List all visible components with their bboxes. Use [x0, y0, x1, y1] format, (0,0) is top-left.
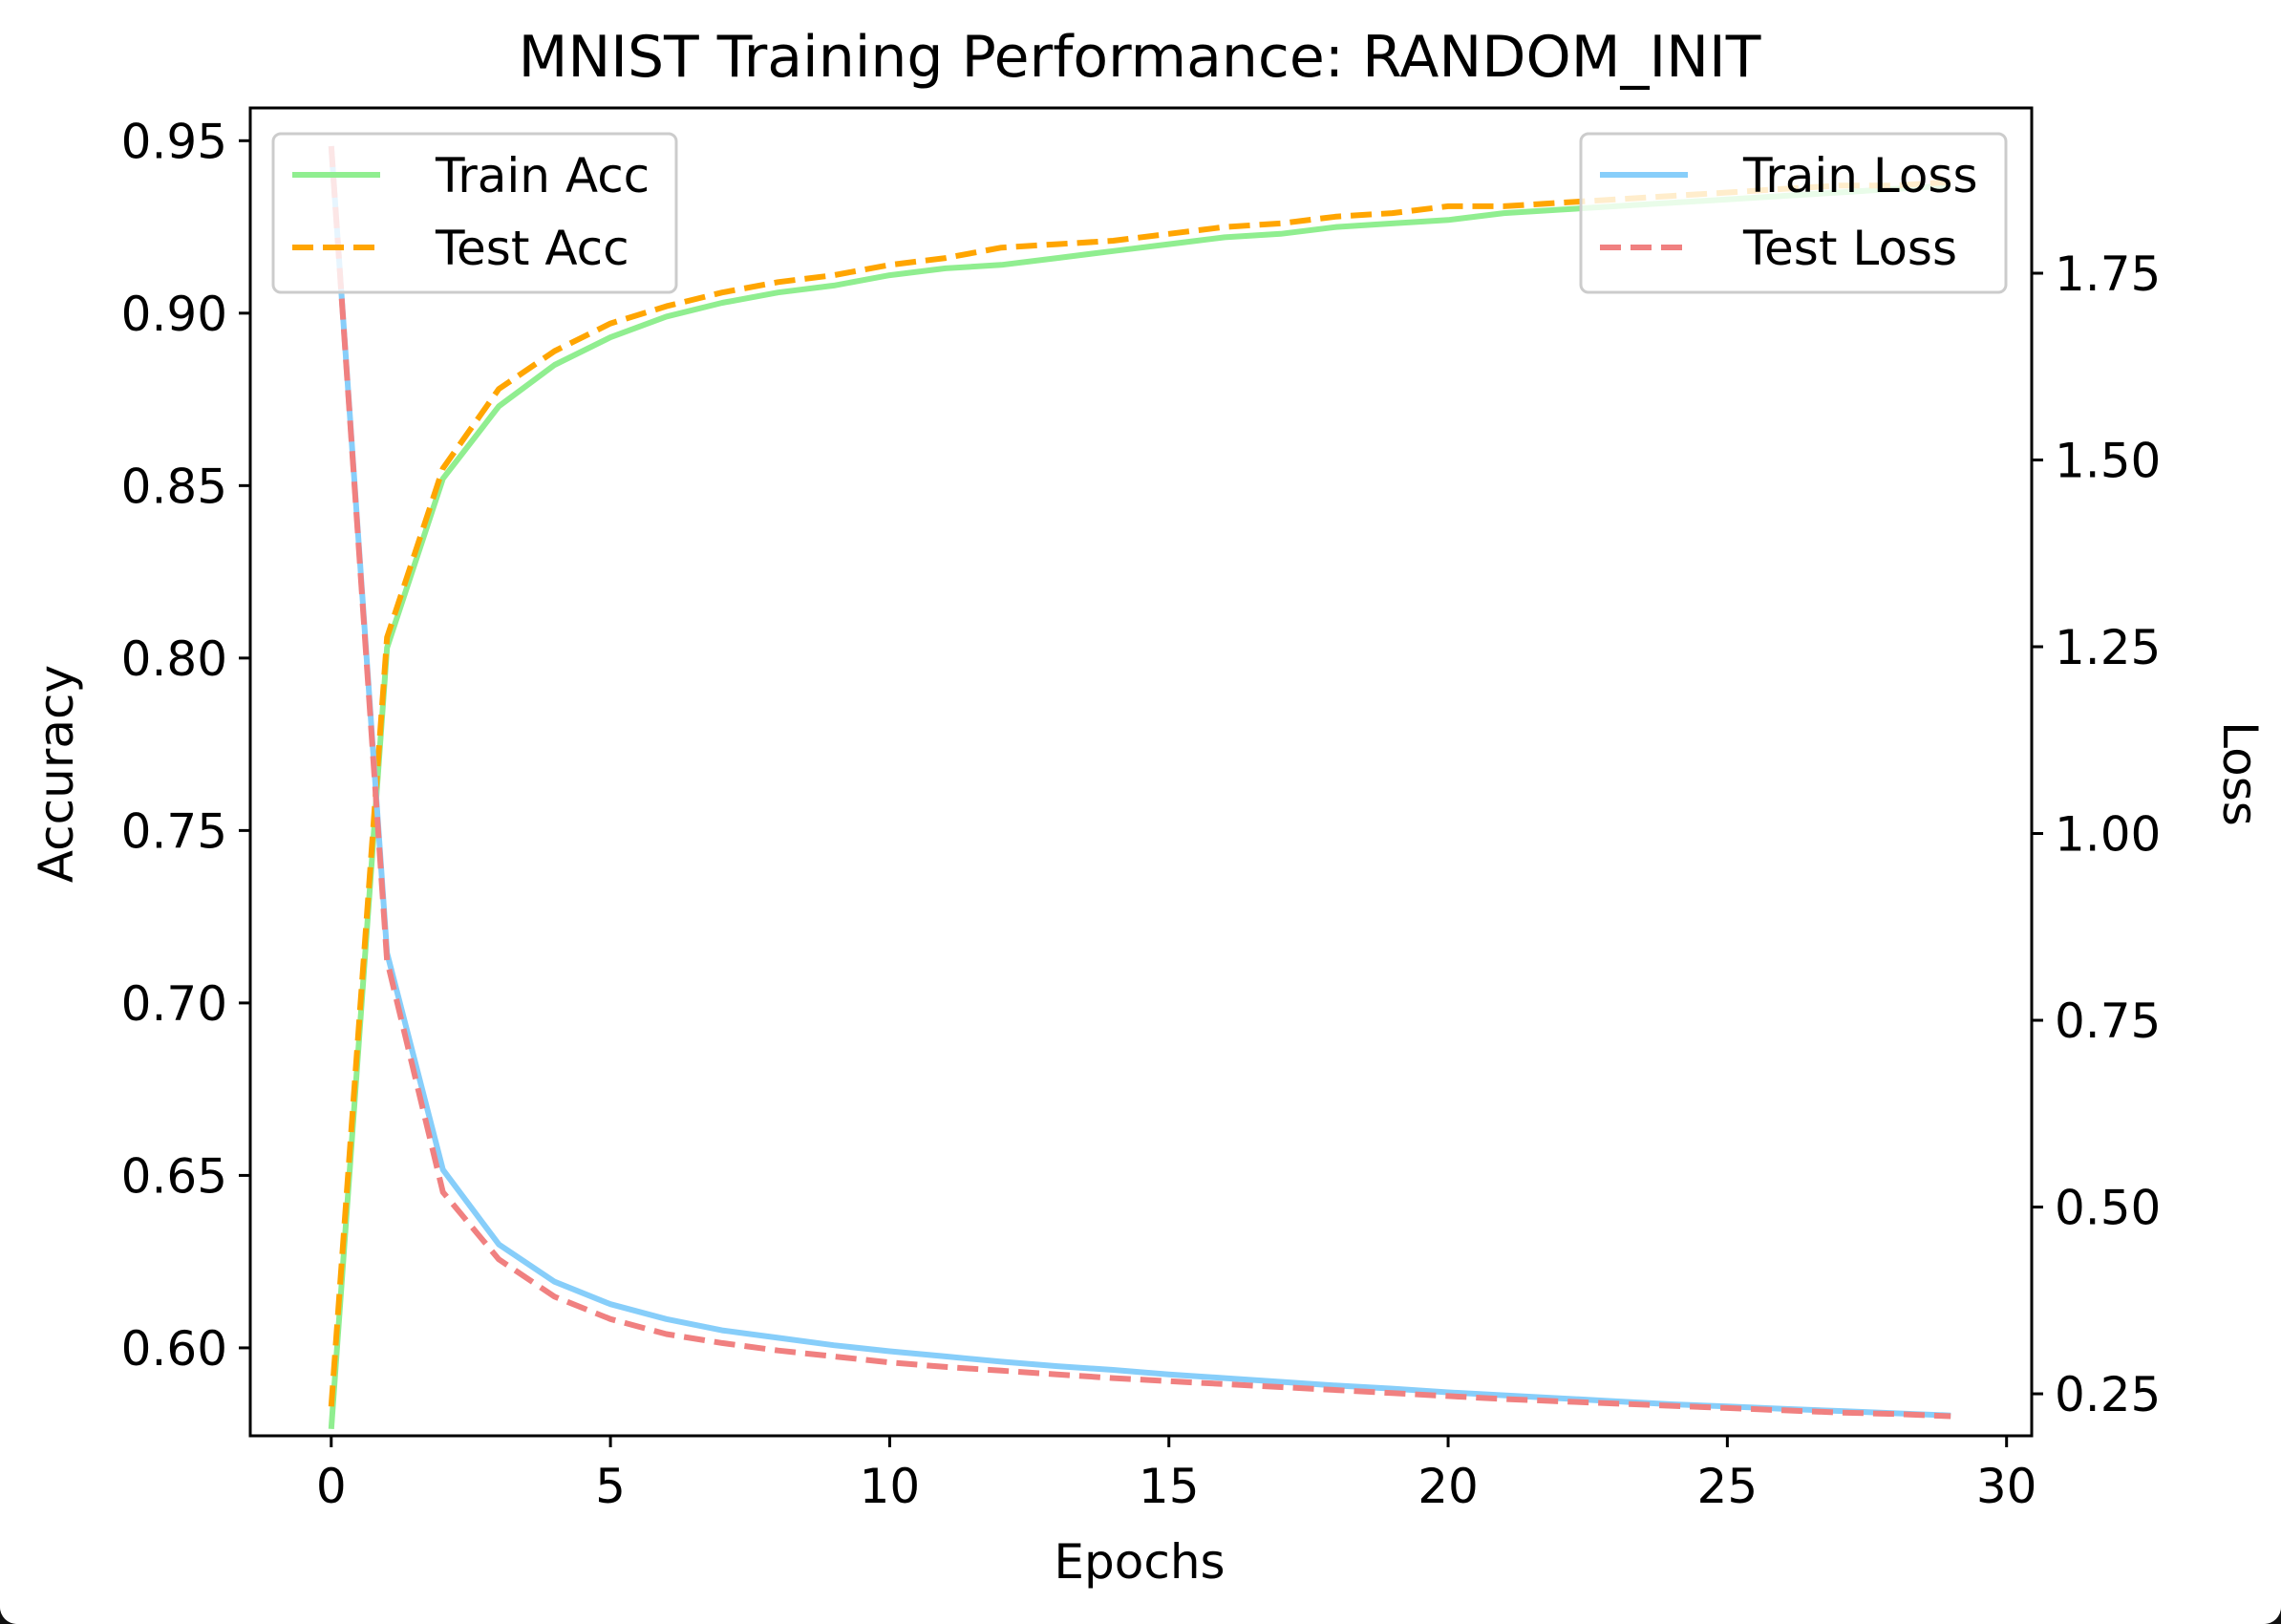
y2-tick-label: 1.50 [2055, 433, 2161, 488]
plot-frame [248, 106, 2034, 1438]
y-tick-label: 0.75 [121, 803, 227, 859]
y2-tick-label: 0.50 [2055, 1181, 2161, 1236]
y-tick-label: 0.70 [121, 976, 227, 1032]
chart-title: MNIST Training Performance: RANDOM_INIT [519, 24, 1761, 91]
legend-label: Test Loss [1742, 221, 1957, 276]
legend-label: Test Acc [435, 221, 629, 276]
series-line-train-loss [328, 145, 1951, 1419]
y2-axis-label: Loss [2212, 721, 2268, 826]
series-line-test-acc [328, 179, 1951, 1407]
legend-label: Train Loss [1742, 148, 1978, 203]
y2-tick-label: 1.00 [2055, 807, 2161, 863]
x-tick-label: 10 [860, 1459, 921, 1514]
x-tick-label: 30 [1976, 1459, 2037, 1514]
x-tick-label: 5 [595, 1459, 626, 1514]
legend-label: Train Acc [435, 148, 650, 203]
ticks-layer: 0 5 10 15 20 25 30 0.60 0.65 0.70 0.75 0.80 0.85 0.90… [121, 114, 2162, 1514]
y-tick-label: 0.80 [121, 631, 227, 687]
x-tick-label: 25 [1697, 1459, 1759, 1514]
y-axis-label: Accuracy [29, 665, 84, 883]
y2-tick-label: 1.75 [2055, 246, 2161, 302]
y2-tick-label: 0.75 [2055, 994, 2161, 1049]
x-tick-label: 20 [1418, 1459, 1479, 1514]
y2-tick-label: 1.25 [2055, 620, 2161, 675]
x-tick-label: 0 [316, 1459, 347, 1514]
y-tick-label: 0.90 [121, 287, 227, 342]
x-axis-label: Epochs [1054, 1534, 1225, 1590]
x-tick-label: 15 [1139, 1459, 1200, 1514]
y-tick-label: 0.65 [121, 1148, 227, 1204]
y-tick-label: 0.85 [121, 459, 227, 514]
y2-tick-label: 0.25 [2055, 1367, 2161, 1422]
series-line-test-loss [328, 145, 1951, 1420]
y-tick-label: 0.95 [121, 114, 227, 169]
legend-layer: Train Acc Test Acc Train Loss Test Loss [271, 132, 2008, 294]
y-tick-label: 0.60 [121, 1321, 227, 1377]
